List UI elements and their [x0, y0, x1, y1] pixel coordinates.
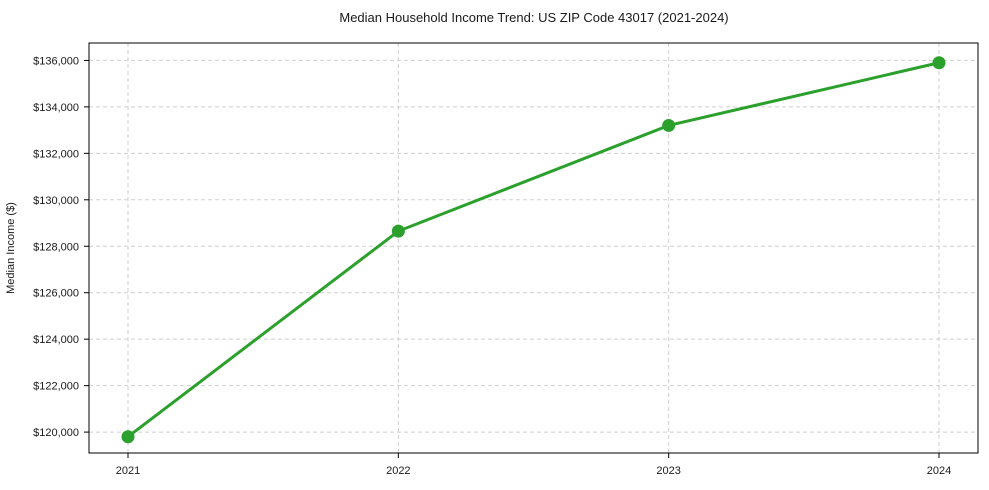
y-tick-label: $132,000: [33, 148, 79, 160]
y-tick-label: $134,000: [33, 102, 79, 114]
data-point: [391, 224, 405, 238]
x-tick-label: 2021: [116, 465, 140, 477]
data-point: [662, 118, 676, 132]
y-tick-label: $130,000: [33, 195, 79, 207]
axes: $120,000 $122,000 $124,000 $126,000 $128,000…: [33, 42, 979, 477]
y-tick-label: $128,000: [33, 241, 79, 253]
y-axis-label: Median Income ($): [5, 202, 17, 294]
data-series: [121, 56, 946, 444]
y-tick-label: $124,000: [33, 334, 79, 346]
x-tick-label: 2024: [927, 465, 951, 477]
y-tick-label: $122,000: [33, 381, 79, 393]
x-tick-label: 2023: [656, 465, 680, 477]
y-tick-label: $136,000: [33, 55, 79, 67]
y-tick-label: $126,000: [33, 288, 79, 300]
chart-title: Median Household Income Trend: US ZIP Co…: [339, 10, 728, 25]
data-point: [121, 430, 135, 444]
trend-line: [126, 61, 941, 439]
plot-border: [88, 42, 979, 454]
data-point: [932, 56, 946, 70]
gridlines: [89, 43, 978, 453]
x-tick-label: 2022: [386, 465, 410, 477]
y-tick-label: $120,000: [33, 427, 79, 439]
